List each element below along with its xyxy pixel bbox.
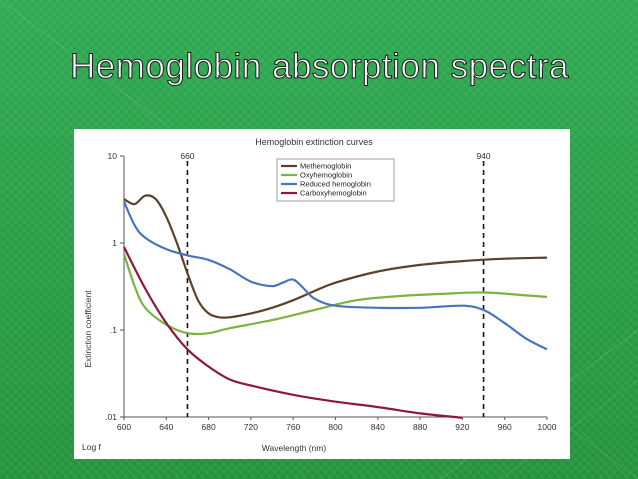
legend-label-carboxyhemoglobin: Carboxyhemoglobin — [300, 189, 367, 198]
x-tick-label: 680 — [202, 422, 216, 432]
series-line-oxyhemoglobin — [122, 253, 548, 336]
y-tick-label: 1 — [112, 238, 117, 248]
x-tick-label: 600 — [117, 422, 131, 432]
slide-title: Hemoglobin absorption spectra — [70, 47, 569, 87]
x-tick-label: 1000 — [538, 422, 557, 432]
plot-area — [122, 194, 548, 419]
reference-label-660: 660 — [180, 151, 194, 161]
x-tick-label: 800 — [328, 422, 342, 432]
x-tick-label: 920 — [455, 422, 469, 432]
x-tick-label: 960 — [498, 422, 512, 432]
y-tick-label: 10 — [108, 151, 118, 161]
axes: 600 640 680 720 760 800 840 880 920 960 1000 10 1 .1.… — [105, 151, 557, 432]
x-tick-label: 880 — [413, 422, 427, 432]
y-tick-label: .1 — [110, 325, 117, 335]
y-axis-label: Extinction coefficient — [83, 290, 93, 368]
y-axis-note: Log f — [82, 442, 102, 452]
x-tick-label: 720 — [244, 422, 258, 432]
reference-label-940: 940 — [476, 151, 490, 161]
x-tick-label: 840 — [371, 422, 385, 432]
chart-panel: Hemoglobin extinction curves 600 640 680 72… — [74, 129, 570, 459]
legend-label-reduced-hemoglobin: Reduced hemoglobin — [300, 180, 371, 189]
x-tick-label: 760 — [286, 422, 300, 432]
extinction-chart: Hemoglobin extinction curves 600 640 680 72… — [82, 137, 557, 453]
x-tick-label: 640 — [159, 422, 173, 432]
chart-title: Hemoglobin extinction curves — [255, 137, 373, 147]
x-axis-label: Wavelength (nm) — [262, 443, 327, 453]
legend-label-methemoglobin: Methemoglobin — [300, 162, 351, 171]
series-line-carboxyhemoglobin — [123, 246, 463, 419]
series-line-methemoglobin — [123, 194, 548, 319]
series-line-reduced-hemoglobin — [122, 201, 548, 351]
legend-label-oxyhemoglobin: Oxyhemoglobin — [300, 171, 352, 180]
y-tick-label: .01 — [105, 412, 117, 422]
